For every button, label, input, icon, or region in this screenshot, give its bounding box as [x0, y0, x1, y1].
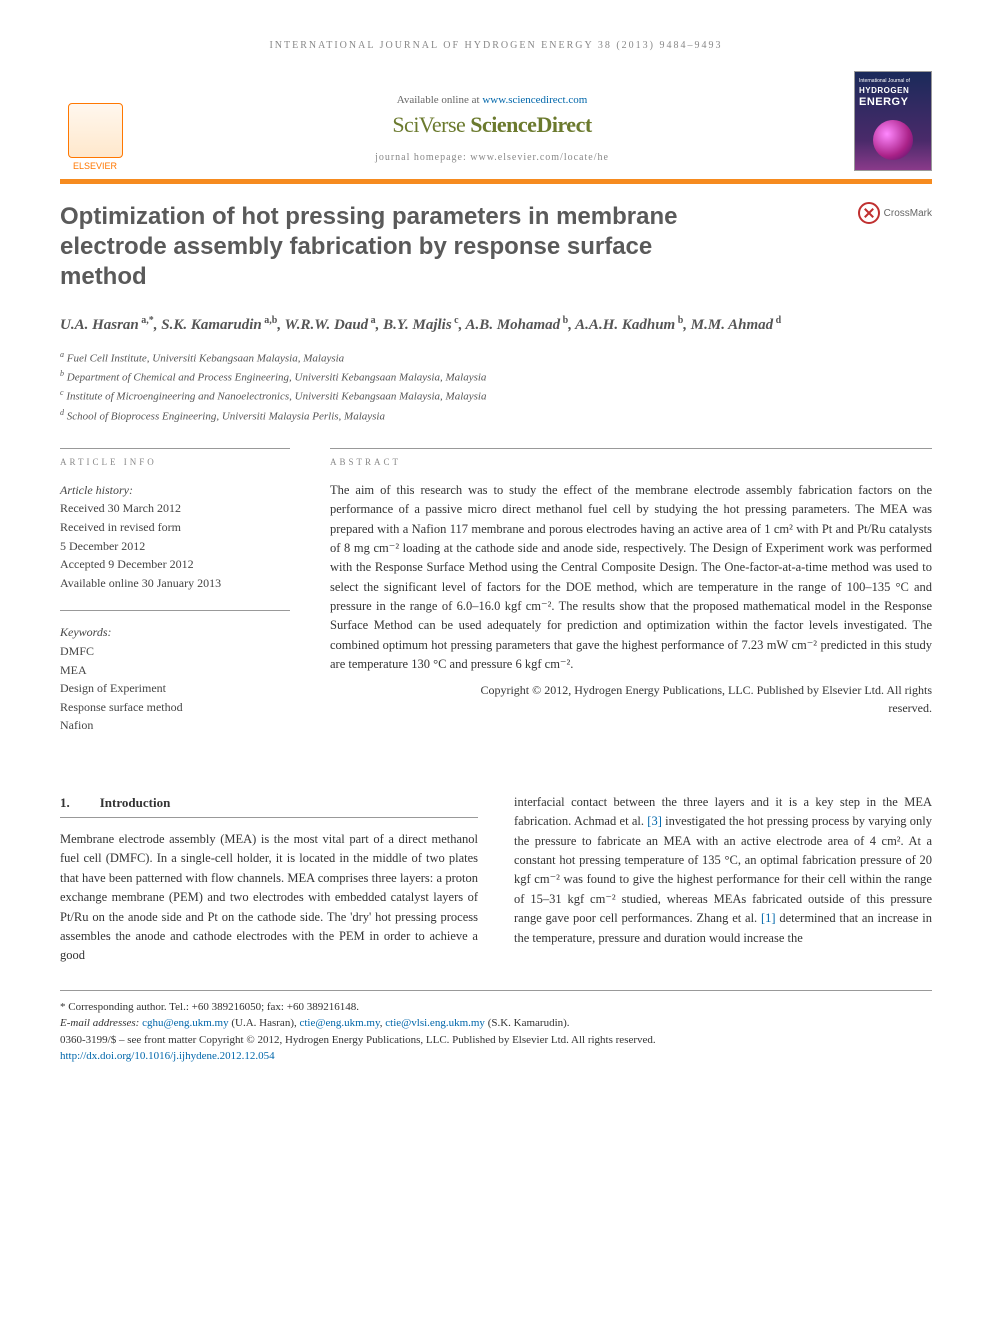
affiliation-line: b Department of Chemical and Process Eng…: [60, 368, 932, 387]
keyword: Response surface method: [60, 698, 290, 717]
history-line: Available online 30 January 2013: [60, 574, 290, 593]
elsevier-tree-icon: [68, 103, 123, 158]
available-online: Available online at www.sciencedirect.co…: [130, 94, 854, 106]
abstract-column: ABSTRACT The aim of this research was to…: [330, 448, 932, 753]
cover-graphic-icon: [873, 120, 913, 160]
abstract-body: The aim of this research was to study th…: [330, 483, 932, 671]
section-heading: 1. Introduction: [60, 793, 478, 818]
citation-ref-1[interactable]: [1]: [761, 911, 776, 925]
email1-who: (U.A. Hasran),: [229, 1017, 300, 1029]
corresponding-author: * Corresponding author. Tel.: +60 389216…: [60, 999, 932, 1016]
author-list: U.A. Hasran a,*, S.K. Kamarudin a,b, W.R…: [60, 314, 932, 337]
sciencedirect-word: ScienceDirect: [470, 112, 591, 137]
sciencedirect-link[interactable]: www.sciencedirect.com: [482, 94, 587, 106]
email3-who: (S.K. Kamarudin).: [485, 1017, 570, 1029]
sciverse-sciencedirect-logo: SciVerse ScienceDirect: [130, 112, 854, 138]
history-line: 5 December 2012: [60, 537, 290, 556]
keywords-heading: Keywords:: [60, 623, 290, 642]
crossmark-icon: [858, 202, 880, 224]
email-link-2[interactable]: ctie@eng.ukm.my: [299, 1017, 379, 1029]
affiliation-line: d School of Bioprocess Engineering, Univ…: [60, 407, 932, 426]
doi-link[interactable]: http://dx.doi.org/10.1016/j.ijhydene.201…: [60, 1050, 275, 1062]
emails-label: E-mail addresses:: [60, 1017, 142, 1029]
cover-line1: International Journal of: [859, 78, 927, 84]
email-line: E-mail addresses: cghu@eng.ukm.my (U.A. …: [60, 1015, 932, 1032]
col2-part-b: investigated the hot pressing process by…: [514, 814, 932, 925]
info-divider: [60, 610, 290, 611]
crossmark-label: CrossMark: [884, 208, 932, 219]
copyright-line1: Copyright © 2012, Hydrogen Energy Public…: [480, 683, 932, 697]
cover-line2: HYDROGEN: [859, 86, 909, 95]
affiliation-line: a Fuel Cell Institute, Universiti Kebang…: [60, 349, 932, 368]
article-info-column: ARTICLE INFO Article history: Received 3…: [60, 448, 290, 753]
history-line: Received in revised form: [60, 518, 290, 537]
article-history: Article history: Received 30 March 2012R…: [60, 481, 290, 593]
keyword: DMFC: [60, 642, 290, 661]
elsevier-logo: ELSEVIER: [60, 86, 130, 171]
citation-ref-3[interactable]: [3]: [647, 814, 662, 828]
keywords-block: Keywords: DMFCMEADesign of ExperimentRes…: [60, 623, 290, 735]
body-col-left: 1. Introduction Membrane electrode assem…: [60, 793, 478, 966]
history-heading: Article history:: [60, 481, 290, 500]
article-title: Optimization of hot pressing parameters …: [60, 202, 720, 292]
journal-cover-thumbnail: International Journal of HYDROGEN ENERGY: [854, 71, 932, 171]
keyword: MEA: [60, 661, 290, 680]
affiliations: a Fuel Cell Institute, Universiti Kebang…: [60, 349, 932, 426]
cover-line3: ENERGY: [859, 96, 908, 108]
abstract-label: ABSTRACT: [330, 448, 932, 467]
footnotes: * Corresponding author. Tel.: +60 389216…: [60, 990, 932, 1065]
masthead: ELSEVIER Available online at www.science…: [60, 71, 932, 171]
keyword: Design of Experiment: [60, 679, 290, 698]
section-number: 1.: [60, 793, 70, 813]
crossmark-badge[interactable]: CrossMark: [858, 202, 932, 224]
front-matter-line: 0360-3199/$ – see front matter Copyright…: [60, 1032, 932, 1049]
elsevier-text: ELSEVIER: [73, 161, 117, 171]
email-link-1[interactable]: cghu@eng.ukm.my: [142, 1017, 229, 1029]
sciverse-word: SciVerse: [392, 112, 470, 137]
intro-paragraph-left: Membrane electrode assembly (MEA) is the…: [60, 830, 478, 966]
section-title: Introduction: [100, 793, 171, 813]
body-text: 1. Introduction Membrane electrode assem…: [60, 793, 932, 966]
divider-bar: [60, 179, 932, 184]
email-link-3[interactable]: ctie@vlsi.eng.ukm.my: [385, 1017, 485, 1029]
running-head: INTERNATIONAL JOURNAL OF HYDROGEN ENERGY…: [60, 40, 932, 51]
abstract-text: The aim of this research was to study th…: [330, 481, 932, 717]
affiliation-line: c Institute of Microengineering and Nano…: [60, 387, 932, 406]
article-info-label: ARTICLE INFO: [60, 448, 290, 467]
keyword: Nafion: [60, 716, 290, 735]
intro-paragraph-right: interfacial contact between the three la…: [514, 793, 932, 948]
history-line: Accepted 9 December 2012: [60, 555, 290, 574]
available-prefix: Available online at: [397, 94, 483, 106]
copyright-line2: reserved.: [888, 701, 932, 715]
body-col-right: interfacial contact between the three la…: [514, 793, 932, 966]
journal-homepage: journal homepage: www.elsevier.com/locat…: [130, 152, 854, 163]
history-line: Received 30 March 2012: [60, 499, 290, 518]
